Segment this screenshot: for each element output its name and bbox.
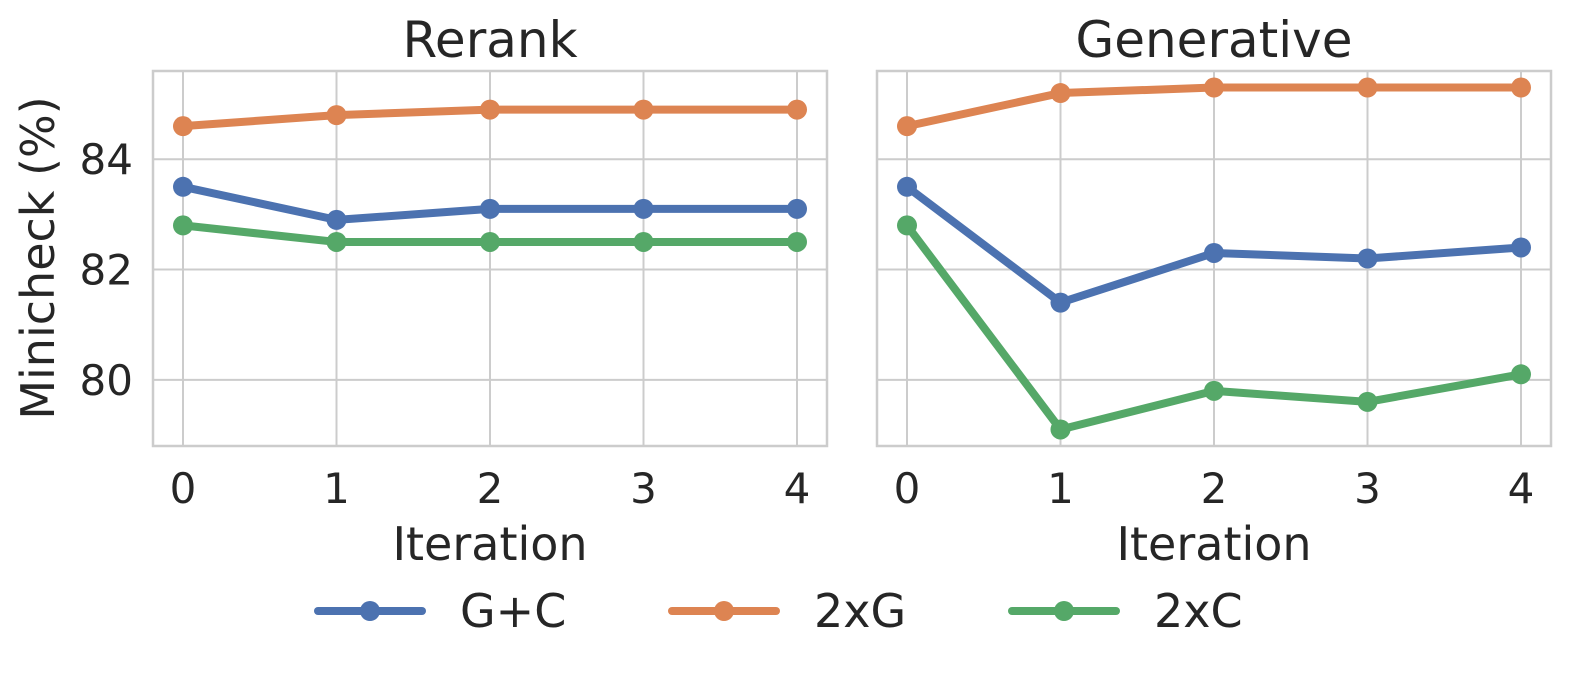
panel-0-point-2xC-4 <box>787 231 807 252</box>
panel-1-point-2xC-0 <box>897 215 917 236</box>
panel-1-point-2xG-3 <box>1357 77 1378 98</box>
panel-0-point-2xC-0 <box>173 215 193 236</box>
panel-1-point-2xG-0 <box>897 116 917 137</box>
panel-0-point-2xG-1 <box>326 105 347 126</box>
legend-marker-2xC <box>1054 601 1074 621</box>
panel-0-point-2xG-3 <box>633 99 654 120</box>
panel-1-point-G+C-1 <box>1050 292 1071 313</box>
panel-0-point-2xC-2 <box>480 231 500 252</box>
panel-1-xtick-label: 2 <box>1201 464 1228 513</box>
panel-1-point-2xG-2 <box>1204 77 1224 98</box>
panel-1-point-2xC-3 <box>1357 391 1378 412</box>
ytick-label: 80 <box>80 356 133 405</box>
panel-1-point-G+C-0 <box>897 176 917 197</box>
panel-1-xtick-label: 3 <box>1354 464 1381 513</box>
panel-1-title: Generative <box>1075 11 1352 69</box>
panel-1-xlabel: Iteration <box>1116 517 1311 571</box>
panel-0-point-G+C-1 <box>326 209 347 230</box>
legend-label-2xC: 2xC <box>1154 584 1243 638</box>
panel-1-xtick-label: 0 <box>894 464 921 513</box>
panel-1-point-G+C-4 <box>1511 237 1531 258</box>
ytick-label: 82 <box>80 246 133 295</box>
y-axis-label: Minicheck (%) <box>11 96 65 419</box>
legend: G+C 2xG 2xC <box>314 584 1243 638</box>
panel-1-point-2xG-4 <box>1511 77 1531 98</box>
panel-0-xtick-label: 2 <box>477 464 504 513</box>
panel-0-point-2xC-3 <box>633 231 654 252</box>
panel-0-point-2xC-1 <box>326 231 347 252</box>
panel-0-xtick-label: 0 <box>170 464 197 513</box>
legend-marker-G+C <box>360 601 380 621</box>
panel-1-point-2xG-1 <box>1050 83 1071 104</box>
panel-0-xtick-label: 1 <box>323 464 350 513</box>
panel-0-point-G+C-3 <box>633 198 654 219</box>
legend-marker-2xG <box>714 601 734 621</box>
panel-0-point-2xG-4 <box>787 99 807 120</box>
ytick-label: 84 <box>80 135 133 184</box>
panel-0-title: Rerank <box>402 11 577 69</box>
panel-0-point-G+C-4 <box>787 198 807 219</box>
legend-label-G+C: G+C <box>460 584 566 638</box>
panel-1-point-2xC-4 <box>1511 364 1531 385</box>
panel-1-point-2xC-2 <box>1204 380 1224 401</box>
panel-0-frame <box>151 69 829 448</box>
legend-label-2xG: 2xG <box>814 584 906 638</box>
panel-1-point-G+C-2 <box>1204 242 1224 263</box>
panel-0-point-2xG-2 <box>480 99 500 120</box>
panel-1-xtick-label: 4 <box>1508 464 1535 513</box>
panel-0-xtick-label: 3 <box>630 464 657 513</box>
panel-0-point-G+C-0 <box>173 176 193 197</box>
panel-0-xlabel: Iteration <box>392 517 587 571</box>
panel-0-point-G+C-2 <box>480 198 500 219</box>
panel-1-point-2xC-1 <box>1050 419 1071 440</box>
panel-0-xtick-label: 4 <box>784 464 811 513</box>
panel-1-xtick-label: 1 <box>1047 464 1074 513</box>
panel-0-point-2xG-0 <box>173 116 193 137</box>
panel-1-point-G+C-3 <box>1357 248 1378 269</box>
panel-1-frame <box>875 69 1553 448</box>
